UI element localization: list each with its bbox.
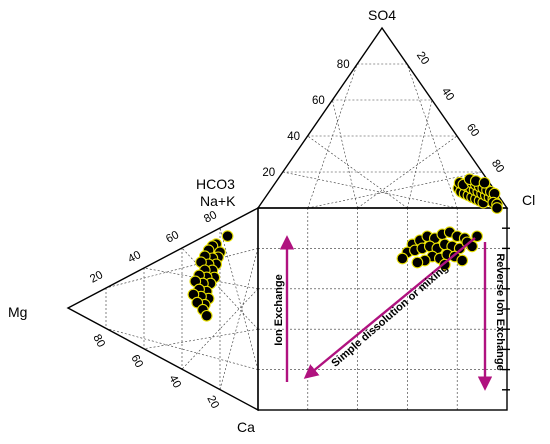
cation-grid-line — [181, 247, 259, 330]
cation-grid-line — [219, 248, 259, 390]
anion-grid-line — [307, 135, 408, 209]
anion-grid-line — [282, 171, 458, 209]
anion-grid-line — [407, 99, 433, 209]
grid-lines — [105, 63, 507, 410]
cation-point — [221, 230, 234, 242]
cation-grid-line — [181, 288, 259, 370]
mg-corner-label: Mg — [8, 304, 27, 320]
ion-exchange-label: Ion Exchange — [273, 274, 285, 346]
cation-lower-tick: 60 — [128, 353, 145, 370]
nak-corner-label: Na+K — [200, 193, 236, 209]
anion-grid-line — [332, 99, 358, 209]
anion-point — [491, 202, 503, 214]
anion-point — [478, 176, 491, 189]
sample-points — [187, 173, 503, 322]
reverse-ion-exchange-label: Reverse Ion Exchange — [494, 253, 506, 370]
diamond-point — [456, 254, 469, 267]
cation-point — [200, 309, 213, 322]
annotation-arrows — [279, 235, 493, 391]
cl-corner-label: Cl — [522, 192, 535, 208]
tick-labels: 20 40 60 80 20 40 60 80 20 40 60 80 20 40 60 80 — [88, 50, 506, 411]
anion-left-tick: 20 — [262, 167, 275, 179]
anion-left-tick: 60 — [312, 95, 325, 107]
cation-lower-tick: 40 — [166, 373, 183, 390]
anion-grid-line — [357, 135, 458, 209]
anion-grid-line — [307, 171, 483, 209]
cation-grid-line — [143, 328, 259, 350]
simple-dissolution-label: Simple dissolution or mixing — [329, 262, 450, 370]
anion-left-tick: 40 — [287, 131, 300, 143]
hco3-corner-label: HCO3 — [196, 176, 235, 192]
anion-right-tick: 60 — [464, 122, 481, 139]
cation-lower-tick: 80 — [90, 333, 107, 350]
diamond-point — [396, 252, 409, 265]
diamond-point — [411, 256, 424, 269]
cation-grid-line — [219, 227, 259, 370]
anion-right-tick: 20 — [414, 50, 431, 67]
diagram-frames — [66, 26, 510, 412]
anion-left-tick: 80 — [337, 59, 350, 71]
simple-dissolution-arrow — [303, 237, 476, 379]
ca-corner-label: Ca — [237, 419, 255, 435]
anion-right-tick: 80 — [489, 158, 506, 175]
cation-upper-tick: 80 — [202, 209, 219, 226]
so4-corner-label: SO4 — [368, 7, 396, 23]
cation-upper-tick: 60 — [164, 229, 181, 246]
cation-upper-tick: 40 — [126, 249, 143, 266]
cation-lower-tick: 20 — [204, 394, 221, 411]
cation-upper-tick: 20 — [88, 269, 105, 286]
anion-right-tick: 40 — [439, 86, 456, 103]
